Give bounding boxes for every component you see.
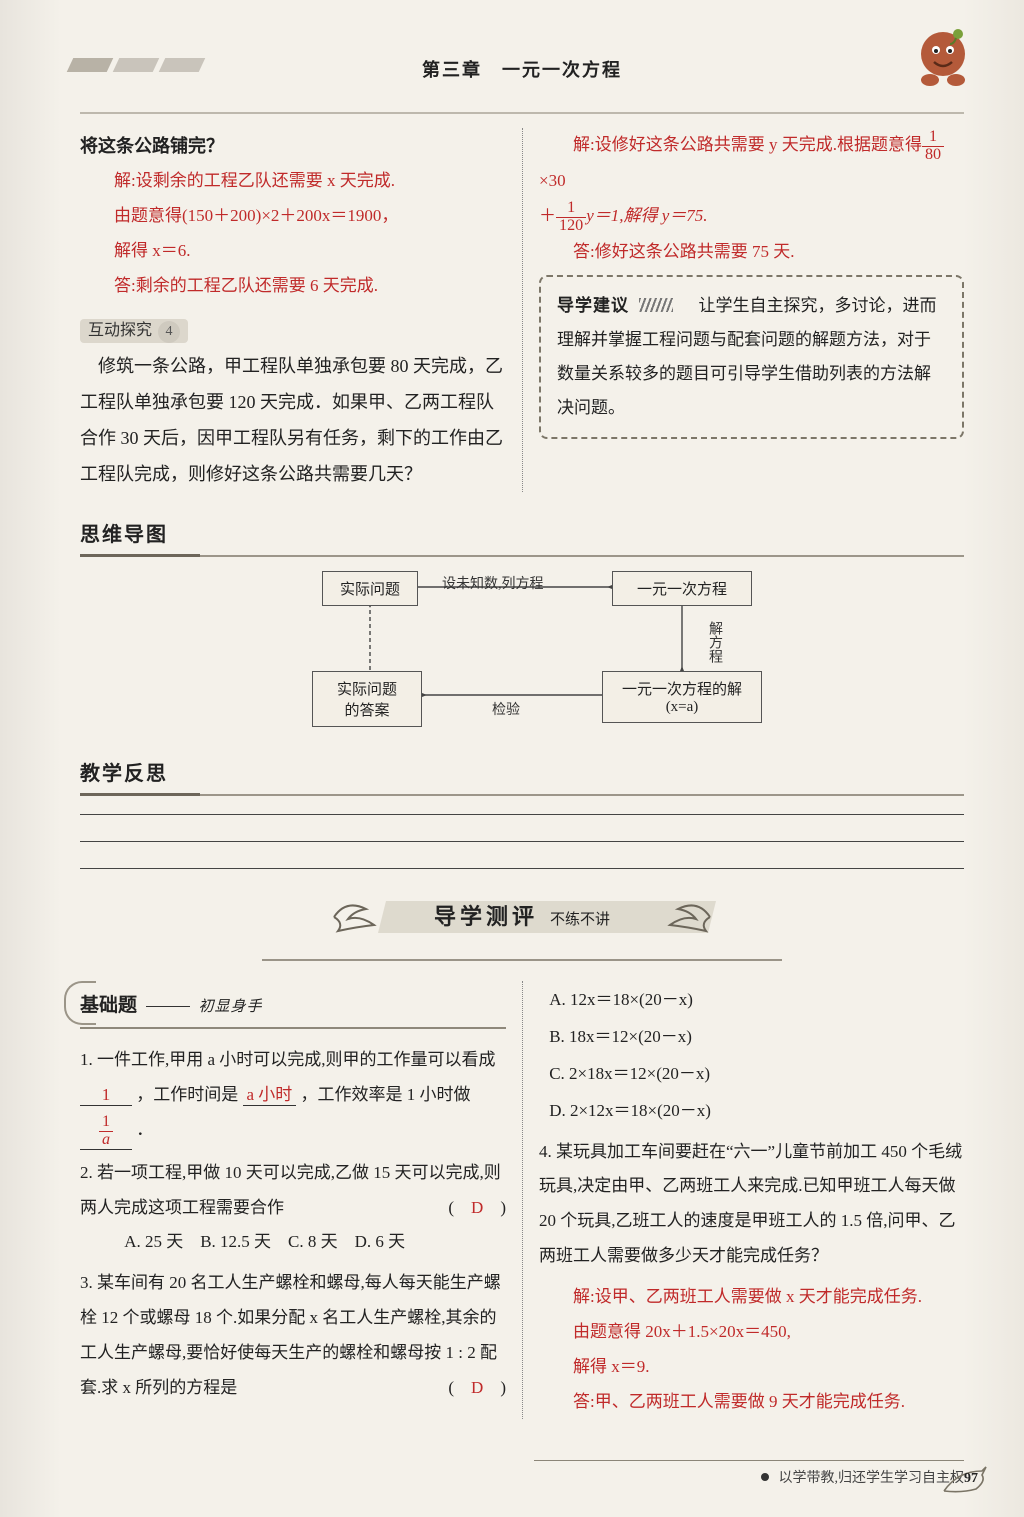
mm-label-check: 检验: [492, 699, 520, 719]
cont-question: 将这条公路铺完？: [80, 128, 506, 164]
q-number: 1.: [80, 1050, 93, 1069]
answer-blank: 1: [80, 1085, 132, 1106]
text: y＝1,解得 y＝75.: [586, 206, 707, 225]
sol-line: 答:甲、乙两班工人需要做 9 天才能完成任务.: [539, 1385, 964, 1420]
question-3: 3. 某车间有 20 名工人生产螺栓和螺母,每人每天能生产螺栓 12 个或螺母 …: [80, 1266, 506, 1405]
basic-underline: [80, 1027, 506, 1029]
q-text: 一件工作,甲用 a 小时可以完成,则甲的工作量可以看成: [97, 1050, 496, 1069]
question-4: 4. 某玩具加工车间要赶在“六一”儿童节前加工 450 个毛绒玩具,决定由甲、乙…: [539, 1135, 964, 1274]
sol-line: 由题意得 20x＋1.5×20x＝450,: [539, 1315, 964, 1350]
q-number: 4.: [539, 1142, 552, 1161]
suggestion-label: 导学建议: [557, 296, 629, 315]
bottom-right-column: A. 12x＝18×(20－x)B. 18x＝12×(20－x)C. 2×18x…: [522, 981, 964, 1419]
test-banner-title: 导学测评: [434, 895, 538, 939]
test-banner-sub: 不练不讲: [550, 908, 610, 929]
text: 解:设修好这条公路共需要 y 天完成.根据题意得: [539, 128, 922, 163]
q3-options: A. 12x＝18×(20－x)B. 18x＝12×(20－x)C. 2×18x…: [539, 983, 964, 1128]
mm-label-solve: 解方程: [704, 621, 724, 663]
section-underline: [80, 549, 964, 557]
answer-blank: a 小时: [243, 1085, 297, 1106]
basic-questions-header: 基础题 初显身手: [80, 987, 506, 1017]
writing-line: [80, 841, 964, 842]
top-right-column: 解:设修好这条公路共需要 y 天完成.根据题意得180 ×30 ＋1120y＝1,…: [522, 128, 964, 492]
suggestion-box: 导学建议 让学生自主探究，多讨论，进而理解并掌握工程问题与配套问题的解题方法，对…: [539, 275, 964, 439]
q-number: 3.: [80, 1273, 93, 1292]
option: D. 2×12x＝18×(20－x): [549, 1094, 964, 1129]
answer-letter: D: [471, 1378, 483, 1397]
dot-icon: [761, 1473, 769, 1481]
q-text: 某车间有 20 名工人生产螺栓和螺母,每人每天能生产螺栓 12 个或螺母 18 …: [80, 1273, 501, 1397]
bottom-left-column: 基础题 初显身手 1. 一件工作,甲用 a 小时可以完成,则甲的工作量可以看成 …: [80, 981, 522, 1419]
top-columns: 将这条公路铺完？ 解:设剩余的工程乙队还需要 x 天完成. 由题意得(150＋2…: [80, 128, 964, 492]
question-2: 2. 若一项工程,甲做 10 天可以完成,乙做 15 天可以完成,则两人完成这项…: [80, 1156, 506, 1261]
text: ×30: [539, 171, 566, 190]
q-text: ，工作效率是 1 小时做: [301, 1085, 471, 1104]
sol-line: 由题意得(150＋200)×2＋200x＝1900，: [80, 199, 506, 234]
sol-line: 答:修好这条公路共需要 75 天.: [539, 235, 964, 270]
chapter-title: 第三章 一元一次方程: [80, 40, 964, 82]
mm-label-setup: 设未知数,列方程: [442, 573, 544, 593]
text: ＋: [539, 206, 556, 225]
answer-paren: ( D ): [448, 1191, 506, 1226]
page-number-badge: 97: [942, 1461, 988, 1493]
sol-line: 答:剩余的工程乙队还需要 6 天完成.: [80, 269, 506, 304]
sol-line: 解得 x＝6.: [80, 234, 506, 269]
page-number: 97: [964, 1471, 978, 1487]
q-text: 若一项工程,甲做 10 天可以完成,乙做 15 天可以完成,则两人完成这项工程需…: [80, 1163, 501, 1217]
exploration-label: 互动探究 4: [80, 319, 188, 343]
section-underline: [80, 788, 964, 796]
ornament-right-icon: [658, 897, 718, 937]
dash-icon: [146, 1006, 190, 1007]
fraction: 1120: [556, 200, 586, 235]
option: B. 18x＝12×(20－x): [549, 1020, 964, 1055]
option: A. 12x＝18×(20－x): [549, 983, 964, 1018]
top-left-column: 将这条公路铺完？ 解:设剩余的工程乙队还需要 x 天完成. 由题意得(150＋2…: [80, 128, 522, 492]
header-rule: [80, 112, 964, 114]
answer-letter: D: [471, 1198, 483, 1217]
bottom-columns: 基础题 初显身手 1. 一件工作,甲用 a 小时可以完成,则甲的工作量可以看成 …: [80, 981, 964, 1419]
arc-icon: [64, 981, 96, 1025]
fraction: 180: [922, 129, 944, 164]
sol-line: 解:设修好这条公路共需要 y 天完成.根据题意得180 ×30: [539, 128, 964, 199]
header-stripes-icon: [70, 58, 202, 72]
ornament-left-icon: [326, 897, 386, 937]
answer-paren: ( D ): [448, 1371, 506, 1406]
exploration-label-text: 互动探究: [88, 322, 152, 339]
mindmap-title: 思维导图: [80, 518, 964, 547]
answer-blank: 1a: [80, 1114, 132, 1150]
mm-node-problem: 实际问题: [322, 571, 418, 606]
q4-solution: 解:设甲、乙两班工人需要做 x 天才能完成任务.由题意得 20x＋1.5×20x…: [539, 1280, 964, 1419]
exploration-number: 4: [158, 321, 180, 343]
q-text: ．: [136, 1120, 153, 1139]
reflection-title: 教学反思: [80, 757, 964, 786]
basic-sub: 初显身手: [199, 999, 263, 1015]
q-text: 某玩具加工车间要赶在“六一”儿童节前加工 450 个毛绒玩具,决定由甲、乙两班工…: [539, 1142, 962, 1266]
footer-rule: [534, 1460, 964, 1461]
test-banner: 导学测评 不练不讲: [332, 895, 712, 939]
footer-motto: 以学带教,归还学生学习自主权: [761, 1467, 964, 1487]
chapter-header: 第三章 一元一次方程: [80, 40, 964, 100]
sol-line: ＋1120y＝1,解得 y＝75.: [539, 199, 964, 235]
sol-line: 解得 x＝9.: [539, 1350, 964, 1385]
q2-options: A. 25 天 B. 12.5 天 C. 8 天 D. 6 天: [80, 1225, 506, 1260]
footer-text: 以学带教,归还学生学习自主权: [779, 1471, 965, 1486]
exploration-block: 互动探究 4 修筑一条公路，甲工程队单独承包要 80 天完成，乙工程队单独承包要…: [80, 311, 506, 492]
test-underline: [262, 959, 782, 961]
writing-lines: [80, 814, 964, 869]
sol-line: 解:设剩余的工程乙队还需要 x 天完成.: [80, 164, 506, 199]
q-text: ，工作时间是: [136, 1085, 238, 1104]
mm-node-answer: 实际问题 的答案: [312, 671, 422, 727]
q-number: 2.: [80, 1163, 93, 1182]
option: C. 2×18x＝12×(20－x): [549, 1057, 964, 1092]
sol-line: 解:设甲、乙两班工人需要做 x 天才能完成任务.: [539, 1280, 964, 1315]
writing-line: [80, 868, 964, 869]
page: 第三章 一元一次方程 将这条公路铺完？ 解:设剩余的工程乙队还需要 x 天完成.…: [0, 0, 1024, 1517]
mm-node-equation: 一元一次方程: [612, 571, 752, 606]
writing-line: [80, 814, 964, 815]
exploration-text: 修筑一条公路，甲工程队单独承包要 80 天完成，乙工程队单独承包要 120 天完…: [80, 348, 506, 492]
mindmap-diagram: 实际问题 一元一次方程 一元一次方程的解 (x=a) 实际问题 的答案 设未知数…: [242, 571, 802, 731]
hatch-icon: [639, 298, 673, 312]
question-1: 1. 一件工作,甲用 a 小时可以完成,则甲的工作量可以看成 1 ，工作时间是 …: [80, 1043, 506, 1150]
mm-node-solution: 一元一次方程的解 (x=a): [602, 671, 762, 723]
